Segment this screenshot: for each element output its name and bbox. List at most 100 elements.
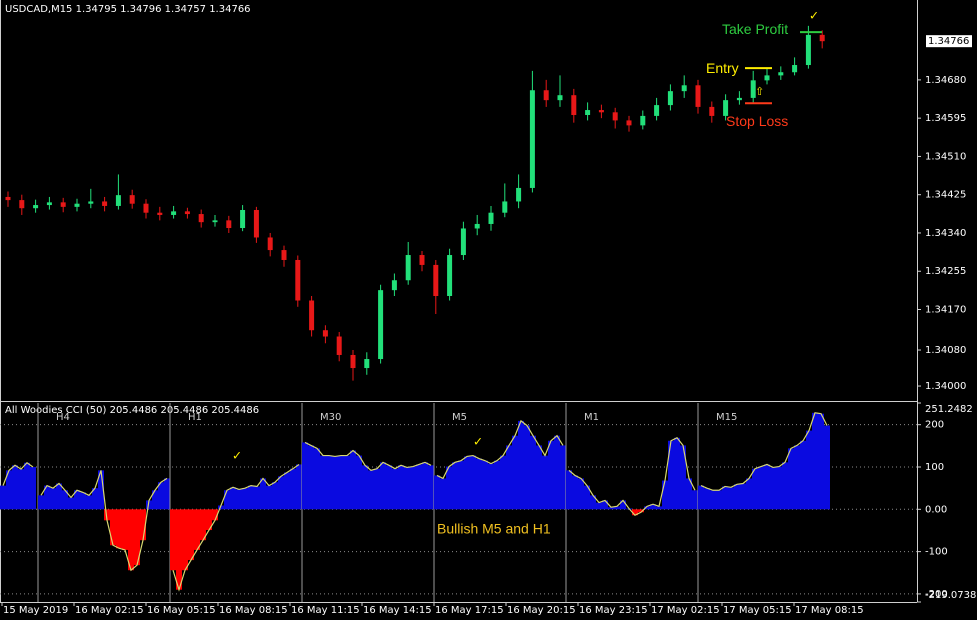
cci-bar <box>560 445 566 510</box>
candle-body <box>19 200 25 209</box>
check-icon: ✓ <box>809 9 819 23</box>
candle-body <box>488 212 494 224</box>
cci-bar <box>734 484 740 510</box>
cci-bar <box>338 455 344 510</box>
candle-body <box>433 264 439 296</box>
candle-body <box>695 85 701 107</box>
cci-bar <box>30 466 36 510</box>
candle-body <box>764 75 770 81</box>
cci-bar <box>212 509 218 521</box>
cci-bar <box>170 509 176 571</box>
cci-bar <box>74 490 80 510</box>
candle-body <box>5 196 11 201</box>
x-tick-label: 16 May 05:15 <box>147 605 216 616</box>
cci-bar <box>68 497 74 510</box>
cci-bar <box>374 468 380 510</box>
cci-bar <box>296 464 302 510</box>
cci-bar <box>344 455 350 510</box>
x-tick-label: 17 May 05:15 <box>723 605 792 616</box>
candle-body <box>805 34 811 66</box>
cci-bar <box>476 458 482 510</box>
cci-line <box>568 437 696 516</box>
cci-bar <box>6 470 12 510</box>
candle-body <box>792 65 798 73</box>
cci-bar <box>398 465 404 510</box>
y-tick-label: 1.34000 <box>925 381 966 392</box>
candle-body <box>212 220 218 223</box>
cci-bar <box>464 456 470 510</box>
candle-body <box>46 202 52 206</box>
cci-bar <box>116 509 122 549</box>
candle-body <box>460 228 466 256</box>
candle-body <box>667 91 673 106</box>
indicator-title: All Woodies CCI (50) 205.4486 205.4486 2… <box>5 405 259 416</box>
x-tick-label: 16 May 02:15 <box>75 605 144 616</box>
section-label: H4 <box>56 412 70 423</box>
cci-bar <box>392 468 398 510</box>
y-tick-label: 1.34595 <box>925 113 966 124</box>
candle-body <box>736 97 742 101</box>
y-tick-label: 1.34425 <box>925 190 966 201</box>
cci-bar <box>686 478 692 510</box>
cci-bar <box>494 460 500 510</box>
candle-body <box>33 205 39 209</box>
level-label: Stop Loss <box>726 113 788 129</box>
cci-bar <box>458 460 464 510</box>
candle-body <box>378 290 384 360</box>
candle-body <box>571 95 577 116</box>
cci-bar <box>704 488 710 510</box>
candle-body <box>240 210 246 229</box>
cci-bar <box>98 470 104 510</box>
cci-line <box>172 463 300 592</box>
cci-bar <box>146 500 152 510</box>
cci-bar <box>290 468 296 510</box>
cci-bar <box>380 462 386 510</box>
cci-bar <box>158 482 164 510</box>
cci-bar <box>452 462 458 510</box>
cci-bar <box>548 440 554 510</box>
cci-bar <box>818 413 824 510</box>
cci-bar <box>716 490 722 510</box>
cci-bar <box>482 460 488 510</box>
check-icon: ✓ <box>473 435 483 449</box>
cci-bar <box>110 509 116 546</box>
cci-bar <box>740 483 746 510</box>
cci-line <box>40 470 168 572</box>
cci-bar <box>500 455 506 510</box>
candle-body <box>557 95 563 101</box>
cci-bar <box>86 495 92 510</box>
cci-bar <box>206 509 212 531</box>
cci-bar <box>38 495 44 510</box>
candle-body <box>295 259 301 301</box>
y-tick-label: -100 <box>925 547 948 558</box>
candle-body <box>391 280 397 291</box>
section-label: M1 <box>584 412 599 423</box>
arrow-icon: ⇧ <box>755 85 764 98</box>
cci-bar <box>386 465 392 510</box>
cci-bar <box>326 455 332 510</box>
candle-body <box>336 336 342 355</box>
cci-bar <box>92 488 98 510</box>
cci-bar <box>530 435 536 510</box>
cci-bar <box>302 442 308 510</box>
x-tick-label: 16 May 17:15 <box>435 605 504 616</box>
cci-bar <box>584 485 590 510</box>
candle-body <box>88 201 94 204</box>
cci-bar <box>284 472 290 510</box>
cci-bar <box>788 448 794 510</box>
candle-body <box>723 100 729 116</box>
cci-bar <box>794 445 800 510</box>
candle-body <box>819 34 825 42</box>
cci-bar <box>596 502 602 510</box>
cci-bar <box>356 455 362 510</box>
check-icon: ✓ <box>232 449 242 463</box>
x-tick-label: 16 May 20:15 <box>507 605 576 616</box>
cci-bar <box>602 500 608 510</box>
candle-body <box>322 330 328 337</box>
cci-bar <box>620 500 626 510</box>
cci-bar <box>44 485 50 510</box>
cci-bar <box>644 506 650 510</box>
cci-bar <box>200 509 206 541</box>
